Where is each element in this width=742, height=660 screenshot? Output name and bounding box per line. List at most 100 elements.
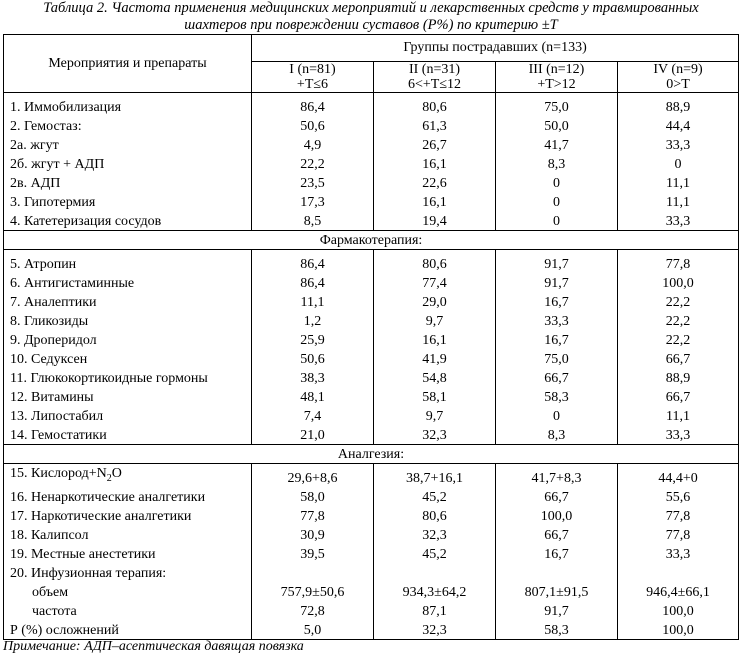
cell-value: 807,1±91,5: [495, 582, 618, 601]
cell-value: 38,3: [251, 368, 374, 387]
cell-value: 4,9: [251, 135, 374, 154]
cell-value: 934,3±64,2: [373, 582, 496, 601]
cell-value: 58,3: [495, 620, 618, 640]
cell-value: 80,6: [373, 92, 496, 116]
table-row: 10. Седуксен 50,6 41,9 75,0 66,7: [3, 349, 740, 368]
row-label: 16. Ненаркотические аналгетики: [3, 487, 252, 506]
section-row: Фармакотерапия:: [2, 230, 740, 250]
cell-value: 33,3: [616, 211, 740, 231]
table-row: 2а. жгут 4,9 26,7 41,7 33,3: [3, 135, 740, 154]
cell-value: 66,7: [495, 487, 618, 506]
cell-value: 66,7: [616, 349, 740, 368]
cell-value: 58,0: [251, 487, 374, 506]
cell-value: [616, 563, 740, 582]
table-row: 16. Ненаркотические аналгетики 58,0 45,2 66…: [3, 487, 740, 506]
cell-value: [251, 563, 374, 582]
cell-value: 41,9: [373, 349, 496, 368]
table-note: Примечание: АДП–асептическая давящая пов…: [3, 639, 304, 654]
row-label: 19. Местные анестетики: [3, 544, 252, 563]
cell-value: 26,7: [373, 135, 496, 154]
cell-value: 41,7: [495, 135, 618, 154]
cell-value: [373, 563, 496, 582]
table-caption: Таблица 2. Частота применения медицински…: [0, 0, 742, 34]
cell-value: 22,6: [373, 173, 496, 192]
cell-value: 0: [495, 211, 618, 231]
data-table: Мероприятия и препараты Группы пострадав…: [2, 34, 740, 640]
header-group-2: II (n=31) 6<+Т≤12: [373, 61, 496, 93]
table-row: 4. Катетеризация сосудов 8,5 19,4 0 33,3: [3, 211, 740, 231]
cell-value: 91,7: [495, 249, 618, 273]
row-label: 9. Дроперидол: [3, 330, 252, 349]
cell-value: 0: [495, 192, 618, 211]
table-row: 17. Наркотические аналгетики 77,8 80,6 100,…: [3, 506, 740, 525]
cell-value: 100,0: [616, 273, 740, 292]
cell-value: 29,6+8,6: [251, 463, 374, 487]
row-label: частота: [3, 601, 252, 620]
row-label: 10. Седуксен: [3, 349, 252, 368]
row-label: объем: [3, 582, 252, 601]
table-row: 2в. АДП 23,5 22,6 0 11,1: [3, 173, 740, 192]
cell-value: 33,3: [616, 135, 740, 154]
cell-value: 11,1: [251, 292, 374, 311]
header-group-title: Группы пострадавших (n=133): [250, 34, 740, 62]
cell-value: 61,3: [373, 116, 496, 135]
section-title: Фармакотерапия:: [2, 230, 740, 250]
cell-value: 33,3: [616, 544, 740, 563]
row-label: 12. Витамины: [3, 387, 252, 406]
cell-value: 44,4: [616, 116, 740, 135]
cell-value: 50,6: [251, 116, 374, 135]
table-row: 2б. жгут + АДП 22,2 16,1 8,3 0: [3, 154, 740, 173]
row-label: 2в. АДП: [3, 173, 252, 192]
cell-value: 72,8: [251, 601, 374, 620]
row-label: 15. Кислород+N2O: [3, 463, 252, 487]
cell-value: [495, 563, 618, 582]
table-row: 20. Инфузионная терапия:: [3, 563, 740, 582]
section-row: Аналгезия:: [2, 444, 740, 464]
cell-value: 86,4: [251, 273, 374, 292]
cell-value: 44,4+0: [616, 463, 740, 487]
cell-value: 16,1: [373, 192, 496, 211]
cell-value: 0: [495, 406, 618, 425]
cell-value: 32,3: [373, 425, 496, 445]
table-row: 18. Калипсол 30,9 32,3 66,7 77,8: [3, 525, 740, 544]
cell-value: 77,8: [616, 506, 740, 525]
table-row: 9. Дроперидол 25,9 16,1 16,7 22,2: [3, 330, 740, 349]
cell-value: 29,0: [373, 292, 496, 311]
cell-value: 86,4: [251, 249, 374, 273]
table-row: 1. Иммобилизация 86,4 80,6 75,0 88,9: [3, 92, 740, 116]
cell-value: 45,2: [373, 544, 496, 563]
row-label: 1. Иммобилизация: [3, 92, 252, 116]
caption-line-2: шахтеров при повреждении суставов (Р%) п…: [184, 17, 558, 33]
cell-value: 9,7: [373, 311, 496, 330]
cell-value: 17,3: [251, 192, 374, 211]
cell-value: 75,0: [495, 349, 618, 368]
table-row: частота 72,8 87,1 91,7 100,0: [3, 601, 740, 620]
cell-value: 21,0: [251, 425, 374, 445]
cell-value: 16,7: [495, 330, 618, 349]
table-row: 19. Местные анестетики 39,5 45,2 16,7 33,3: [3, 544, 740, 563]
cell-value: 77,8: [616, 249, 740, 273]
caption-line-1: Таблица 2. Частота применения медицински…: [43, 0, 699, 16]
cell-value: 0: [616, 154, 740, 173]
row-label: 7. Аналептики: [3, 292, 252, 311]
cell-value: 58,3: [495, 387, 618, 406]
row-label: 18. Калипсол: [3, 525, 252, 544]
cell-value: 1,2: [251, 311, 374, 330]
table-row: 12. Витамины 48,1 58,1 58,3 66,7: [3, 387, 740, 406]
cell-value: 50,6: [251, 349, 374, 368]
cell-value: 19,4: [373, 211, 496, 231]
row-label: 17. Наркотические аналгетики: [3, 506, 252, 525]
cell-value: 77,8: [616, 525, 740, 544]
cell-value: 77,8: [251, 506, 374, 525]
section-title: Аналгезия:: [2, 444, 740, 464]
cell-value: 22,2: [616, 292, 740, 311]
cell-value: 11,1: [616, 406, 740, 425]
cell-value: 86,4: [251, 92, 374, 116]
cell-value: 8,5: [251, 211, 374, 231]
row-label: 14. Гемостатики: [3, 425, 252, 445]
cell-value: 54,8: [373, 368, 496, 387]
cell-value: 75,0: [495, 92, 618, 116]
cell-value: 39,5: [251, 544, 374, 563]
row-label: 3. Гипотермия: [3, 192, 252, 211]
cell-value: 66,7: [495, 368, 618, 387]
